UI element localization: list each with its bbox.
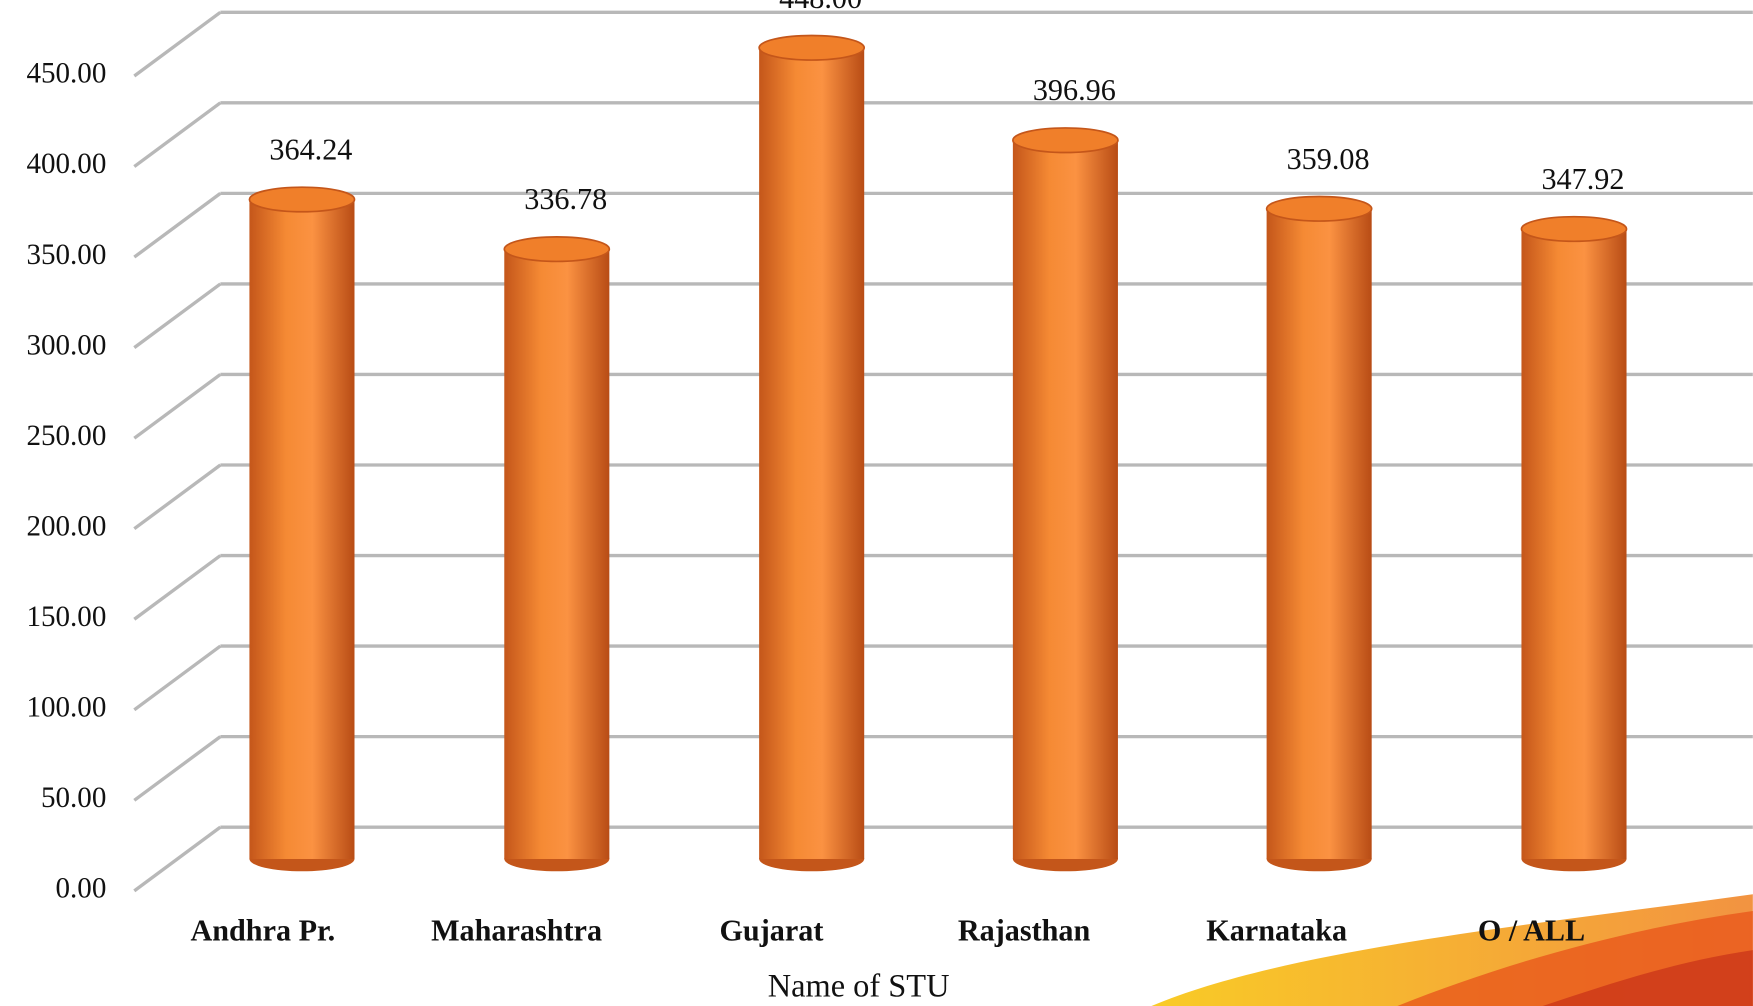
x-tick-label: Karnataka	[1206, 913, 1347, 947]
cylinder-top	[248, 186, 356, 213]
y-tick-label: 0.00	[56, 873, 107, 905]
grid-line-depth	[133, 554, 222, 621]
grid-line-depth	[133, 463, 222, 531]
cylinder-top	[1012, 127, 1119, 154]
cylinder-top	[758, 34, 866, 61]
cylinder-top	[1265, 195, 1373, 222]
x-tick-label: Maharashtra	[431, 913, 602, 947]
y-tick-label: 300.00	[26, 329, 106, 361]
y-tick-label: 100.00	[26, 691, 106, 723]
y-tick-label: 50.00	[41, 782, 106, 814]
grid-line-depth	[133, 825, 222, 893]
grid-line-depth	[133, 735, 222, 802]
data-label: 364.24	[269, 132, 352, 166]
y-tick-label: 200.00	[26, 510, 106, 542]
y-tick-label: 150.00	[26, 601, 106, 633]
x-tick-label: Rajasthan	[958, 913, 1091, 947]
data-label: 347.92	[1541, 162, 1624, 196]
bar	[759, 47, 865, 860]
bar	[1266, 208, 1372, 860]
grid-line-depth	[133, 282, 222, 349]
bars	[248, 34, 1628, 872]
data-label: 448.00	[779, 0, 862, 15]
cylinder-top	[1520, 215, 1628, 243]
cylinder-top	[503, 236, 611, 263]
bar	[1521, 228, 1627, 860]
grid-line-depth	[133, 192, 222, 259]
x-tick-label: O / ALL	[1478, 913, 1585, 947]
bar	[249, 199, 355, 860]
grid-line-depth	[133, 373, 222, 440]
grid-line-depth	[133, 644, 222, 712]
x-tick-label: Andhra Pr.	[190, 913, 335, 947]
data-label: 336.78	[524, 182, 607, 216]
data-label: 359.08	[1287, 142, 1370, 176]
bar	[504, 249, 610, 860]
grid-line-depth	[133, 101, 222, 168]
y-tick-label: 350.00	[26, 239, 106, 271]
labels: 0.00 50.00 100.00 150.00 200.00 250.00 300.00 3…	[26, 0, 1624, 947]
y-tick-label: 400.00	[26, 148, 106, 180]
bar	[1012, 140, 1118, 860]
decoration	[1151, 894, 1753, 1006]
data-label: 396.96	[1033, 73, 1116, 107]
x-axis-title: Name of STU	[768, 969, 950, 1005]
y-tick-label: 250.00	[26, 420, 106, 452]
grid	[133, 10, 1753, 893]
y-tick-label: 450.00	[26, 58, 106, 90]
x-tick-label: Gujarat	[719, 913, 823, 947]
grid-line-depth	[133, 10, 222, 78]
